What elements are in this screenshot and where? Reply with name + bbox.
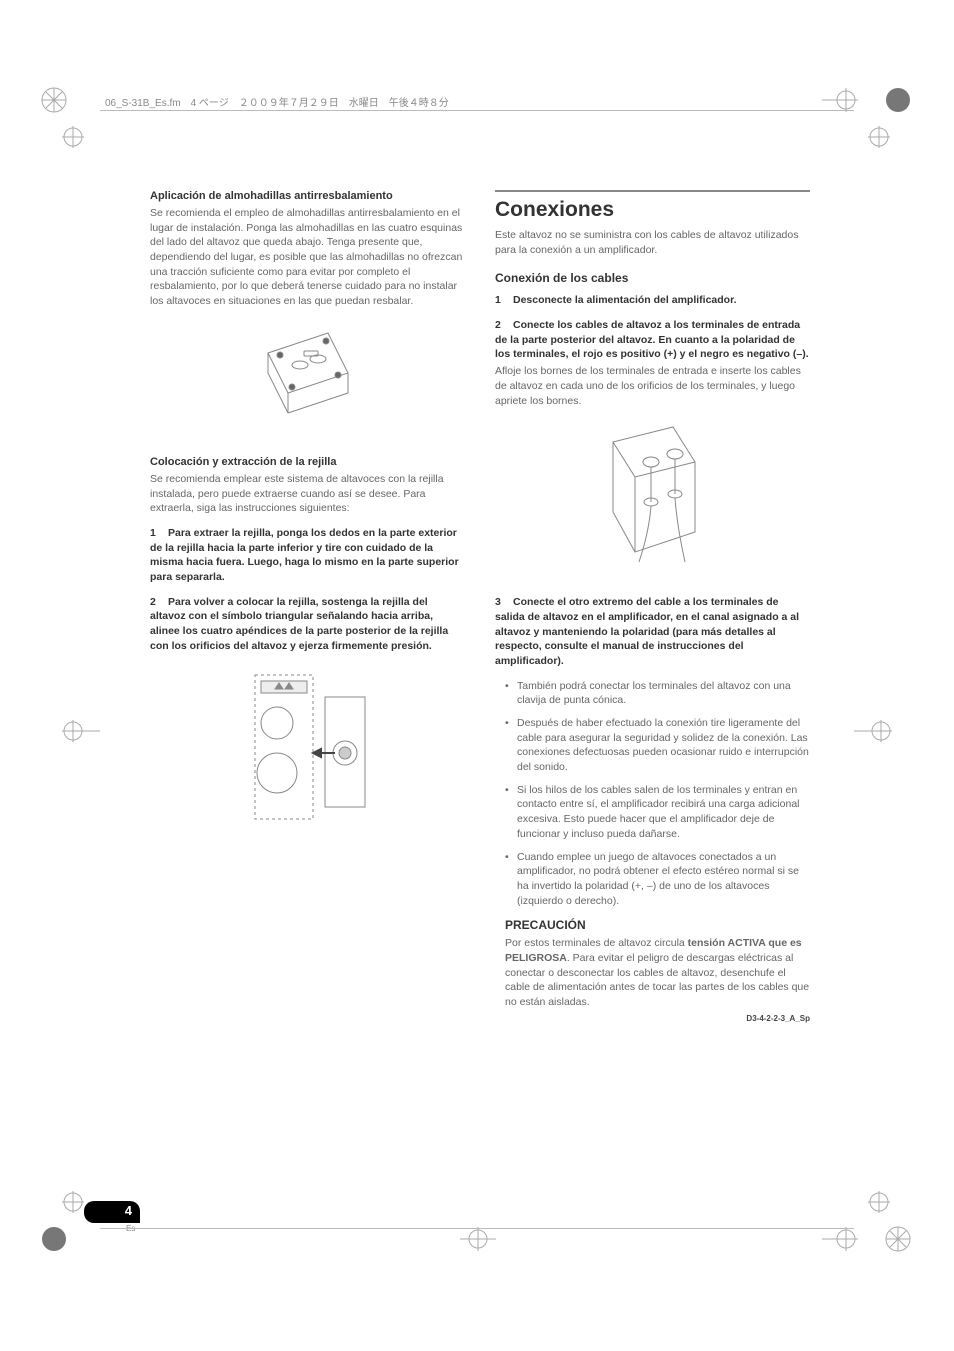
left-column: Aplicación de almohadillas antirresbalam…: [150, 190, 465, 1023]
file-header: 06_S-31B_Es.fm 4 ページ ２００９年７月２９日 水曜日 午後４時…: [105, 94, 449, 109]
paragraph: Se recomienda emplear este sistema de al…: [150, 472, 465, 516]
regmark-icon: [854, 720, 892, 742]
regmark-icon: [62, 1191, 84, 1213]
heading-pads: Aplicación de almohadillas antirresbalam…: [150, 190, 465, 202]
section-rule: [495, 190, 810, 192]
step: 2Conecte los cables de altavoz a los ter…: [495, 318, 810, 362]
regmark-icon: [460, 1225, 496, 1253]
regmark-icon: [62, 126, 84, 148]
step-text: Conecte el otro extremo del cable a los …: [495, 596, 799, 667]
bullet: Después de haber efectuado la conexión t…: [495, 716, 810, 775]
text: Por estos terminales de altavoz circula: [505, 937, 688, 949]
step: 1Para extraer la rejilla, ponga los dedo…: [150, 526, 465, 585]
regmark-icon: [868, 126, 890, 148]
step-text: Conecte los cables de altavoz a los term…: [495, 319, 809, 360]
step: 2Para volver a colocar la rejilla, soste…: [150, 595, 465, 654]
regmark-icon: [884, 86, 912, 114]
step-text: Para extraer la rejilla, ponga los dedos…: [150, 527, 459, 583]
regmark-icon: [40, 86, 68, 114]
frame-line: [100, 1228, 854, 1229]
caution-text: Por estos terminales de altavoz circula …: [495, 936, 810, 1009]
paragraph: Se recomienda el empleo de almohadillas …: [150, 206, 465, 309]
regmark-icon: [822, 1225, 858, 1253]
paragraph: Afloje los bornes de los terminales de e…: [495, 364, 810, 408]
bullet: Cuando emplee un juego de altavoces cone…: [495, 850, 810, 909]
page-number: 4: [84, 1201, 140, 1223]
figure-terminals: [495, 422, 810, 577]
step: 3Conecte el otro extremo del cable a los…: [495, 595, 810, 668]
section-title: Conexiones: [495, 198, 810, 222]
step: 1Desconecte la alimentación del amplific…: [495, 293, 810, 308]
regmark-icon: [884, 1225, 912, 1253]
right-column: Conexiones Este altavoz no se suministra…: [495, 190, 810, 1023]
reference-code: D3-4-2-2-3_A_Sp: [495, 1014, 810, 1023]
regmark-icon: [40, 1225, 68, 1253]
subheading: Conexión de los cables: [495, 271, 810, 285]
page-content: Aplicación de almohadillas antirresbalam…: [150, 190, 810, 1023]
paragraph: Este altavoz no se suministra con los ca…: [495, 228, 810, 257]
figure-speaker-bottom: [150, 323, 465, 438]
regmark-icon: [868, 1191, 890, 1213]
bullet: También podrá conectar los terminales de…: [495, 679, 810, 708]
step-text: Para volver a colocar la rejilla, sosten…: [150, 596, 448, 652]
figure-grille: [150, 667, 465, 832]
step-text: Desconecte la alimentación del amplifica…: [513, 294, 737, 306]
frame-line: [100, 110, 854, 111]
bullet: Si los hilos de los cables salen de los …: [495, 783, 810, 842]
heading-grille: Colocación y extracción de la rejilla: [150, 456, 465, 468]
caution-heading: PRECAUCIÓN: [495, 918, 810, 932]
regmark-icon: [62, 720, 100, 742]
